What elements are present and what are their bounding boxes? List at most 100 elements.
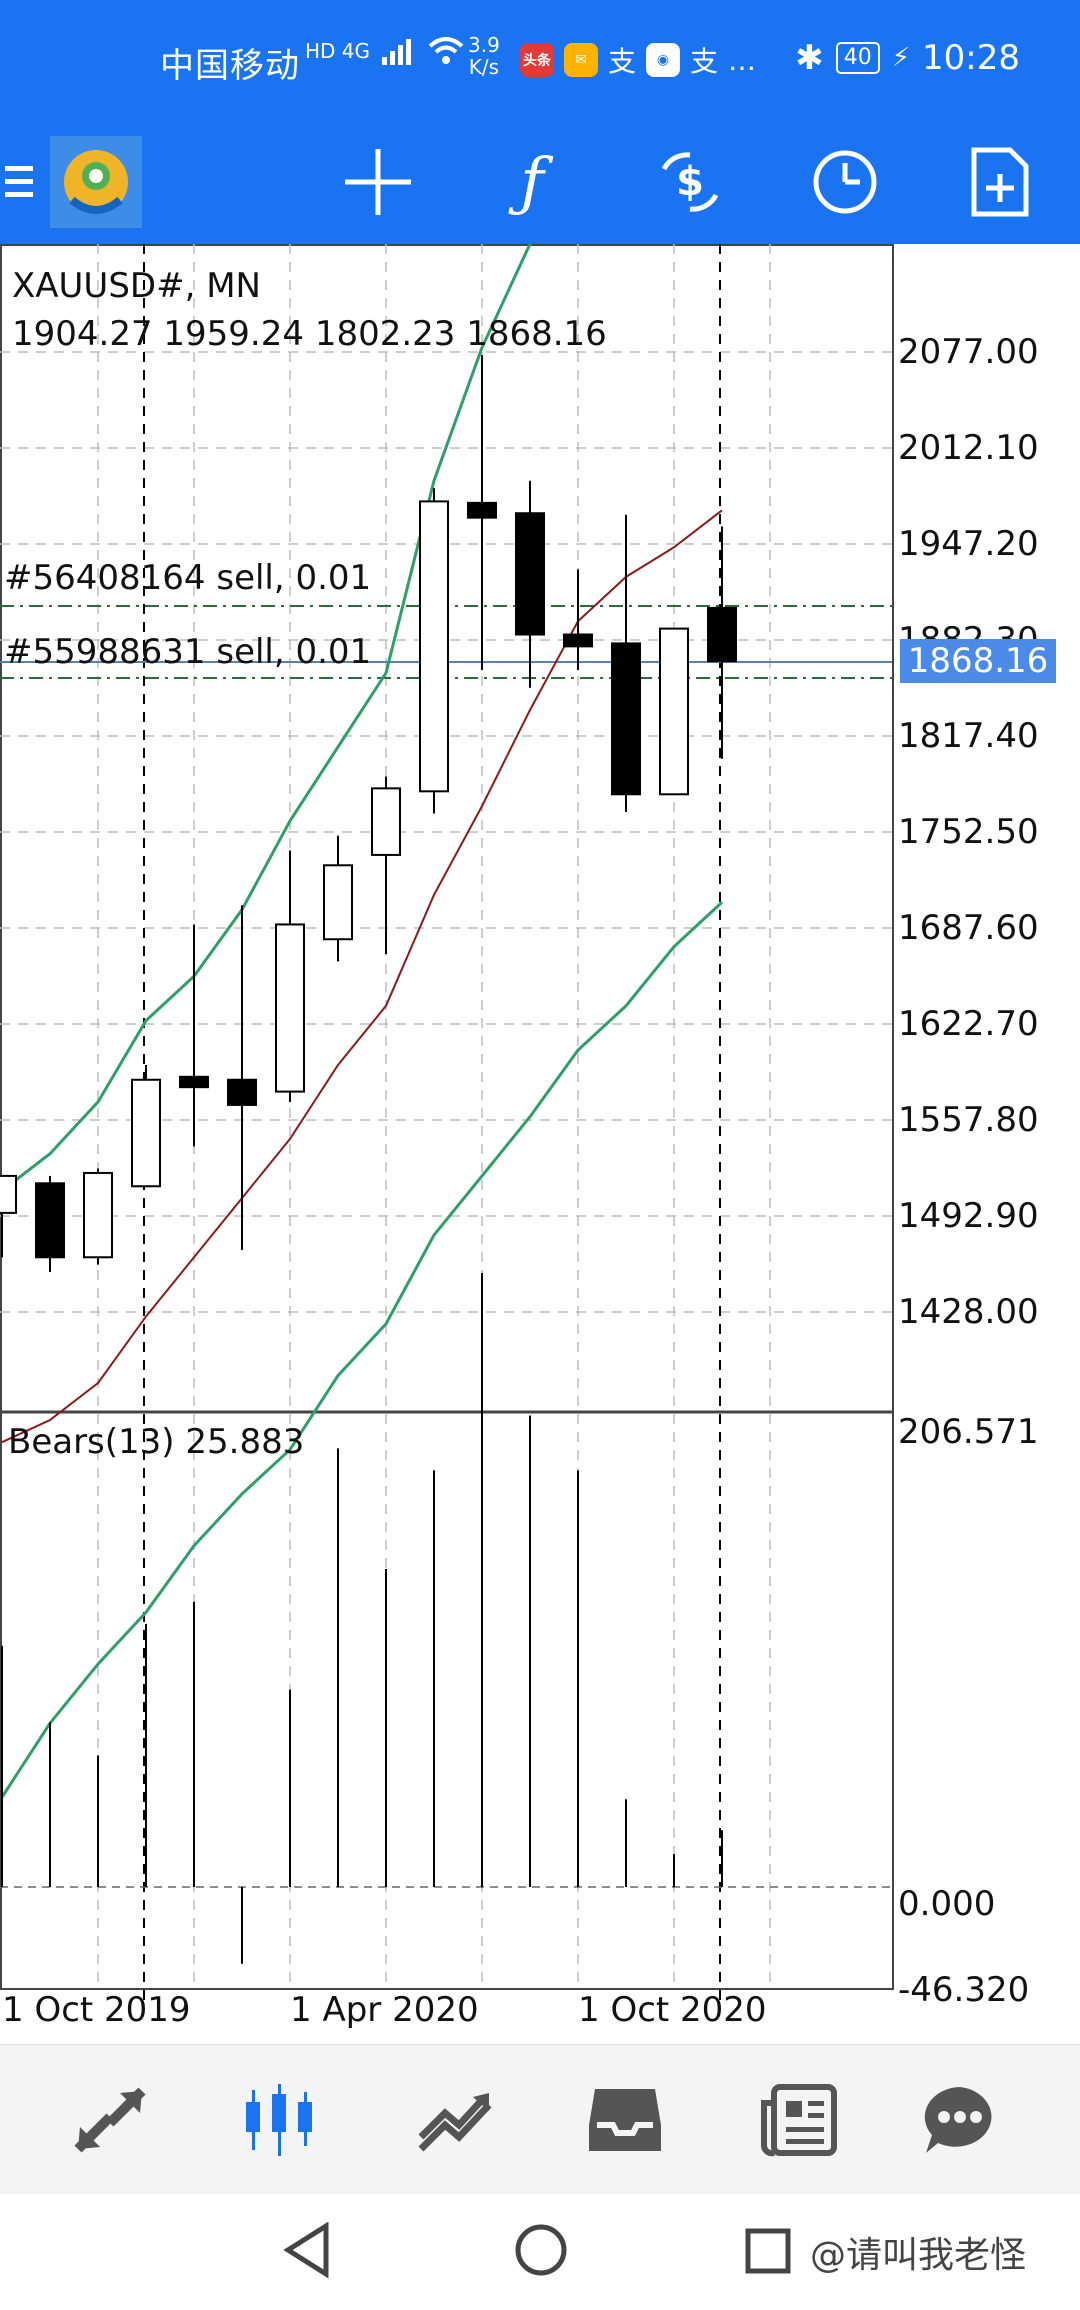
chat-icon — [924, 2087, 992, 2153]
price-axis-label: 1622.70 — [898, 1004, 1039, 1044]
speed-value: 3.9 — [468, 33, 500, 57]
candle-bull — [131, 1078, 161, 1188]
chart-frame — [0, 244, 894, 1990]
signal-icon — [382, 39, 412, 65]
bb-middle-line — [1, 509, 723, 1444]
currency-exchange-icon: $ — [661, 152, 719, 212]
candle-bear — [35, 1182, 65, 1259]
chart-symbol: XAUUSD#, MN — [12, 266, 261, 306]
candle-bull — [419, 500, 449, 793]
app-store-icon: ◉ — [646, 43, 681, 77]
price-axis-label: 1557.80 — [898, 1100, 1039, 1140]
current-price-tag: 1868.16 — [900, 639, 1056, 683]
news-icon — [761, 2084, 837, 2157]
recents-icon — [745, 2228, 791, 2274]
watermark-text: @请叫我老怪 — [810, 2235, 1027, 2276]
mt4-logo-icon — [50, 136, 142, 228]
back-icon — [283, 2221, 329, 2279]
candle-bear — [179, 1075, 209, 1089]
candle-bear — [563, 633, 593, 648]
carrier-name: 中国移动 — [160, 46, 300, 86]
bottom-navigation — [0, 2044, 1080, 2195]
order-line-label[interactable]: #56408164 sell, 0.01 — [4, 558, 372, 598]
price-axis-label: 2077.00 — [898, 332, 1039, 372]
mt4-logo-button[interactable] — [48, 120, 144, 244]
time-axis-label: 1 Oct 2019 — [2, 1990, 191, 2030]
time-axis-label: 1 Apr 2020 — [290, 1990, 479, 2030]
candle-bear — [515, 512, 545, 636]
svg-text:$: $ — [676, 159, 704, 205]
notification-icons: 头条 ✉ 支 ◉ 支 … — [520, 40, 756, 80]
crosshair-button[interactable] — [328, 120, 428, 244]
indicator-label: Bears(13) 25.883 — [8, 1422, 305, 1462]
nav-chat[interactable] — [900, 2045, 1020, 2195]
candle-bull — [275, 923, 305, 1093]
order-line-label[interactable]: #55988631 sell, 0.01 — [4, 632, 372, 672]
home-button[interactable] — [513, 2222, 569, 2282]
price-axis-label: 1752.50 — [898, 812, 1039, 852]
mailbox-icon — [589, 2089, 661, 2151]
more-notifications-icon: … — [728, 43, 757, 77]
candle-bear — [611, 642, 641, 796]
candle-bull — [83, 1171, 113, 1259]
nav-trade[interactable] — [50, 2045, 170, 2195]
candle-bull — [323, 864, 353, 941]
mail-app-icon: ✉ — [564, 43, 598, 77]
alipay-icon-2: 支 — [690, 45, 719, 78]
chart-toolbar: ƒ $ — [0, 120, 1080, 244]
price-axis-label: 1817.40 — [898, 716, 1039, 756]
time-axis-label: 1 Oct 2020 — [578, 1990, 767, 2030]
wifi-icon — [428, 37, 464, 64]
clock-time: 10:28 — [922, 38, 1020, 78]
toutiao-app-icon: 头条 — [520, 43, 554, 77]
menu-button[interactable] — [0, 120, 40, 244]
symbols-button[interactable]: $ — [640, 120, 740, 244]
price-axis-label: 1687.60 — [898, 908, 1039, 948]
status-right: ✱ 40 ⚡ 10:28 — [795, 38, 1020, 78]
indicator-axis-label: 0.000 — [898, 1884, 996, 1924]
speed-unit: K/s — [468, 55, 500, 79]
hamburger-menu-icon — [5, 166, 33, 197]
ohlc-values: 1904.27 1959.24 1802.23 1868.16 — [12, 314, 607, 354]
candle-bear — [227, 1078, 257, 1106]
function-icon: ƒ — [520, 145, 544, 219]
nav-chart[interactable] — [220, 2045, 340, 2195]
indicators-button[interactable]: ƒ — [482, 120, 582, 244]
history-icon — [418, 2093, 492, 2152]
bluetooth-icon: ✱ — [795, 38, 824, 78]
candle-bull — [659, 627, 689, 796]
candle-bear — [467, 501, 497, 519]
home-icon — [515, 2224, 567, 2276]
indicator-axis-label: 206.571 — [898, 1412, 1039, 1452]
chart-canvas[interactable] — [0, 244, 1080, 2044]
quotes-chart-icon — [246, 2084, 312, 2156]
candle-bull — [371, 787, 401, 856]
recents-button[interactable] — [745, 2228, 791, 2278]
price-axis-label: 2012.10 — [898, 428, 1039, 468]
bb-lower-line — [0, 901, 724, 1798]
system-navigation — [0, 2194, 1080, 2310]
indicator-axis-label: -46.320 — [898, 1970, 1030, 2010]
battery-indicator: 40 — [835, 42, 880, 74]
network-indicators: HD 4G — [305, 36, 466, 66]
new-order-button[interactable] — [950, 120, 1050, 244]
bb-upper-line — [1, 244, 532, 1192]
nav-news[interactable] — [740, 2045, 860, 2195]
clock-icon — [813, 150, 877, 214]
candle-bear — [707, 606, 737, 663]
candle-bull — [0, 1174, 17, 1214]
new-order-icon — [971, 147, 1029, 217]
nav-history[interactable] — [395, 2045, 515, 2195]
trade-icon — [74, 2087, 146, 2153]
network-type: HD 4G — [305, 39, 371, 63]
timeframe-button[interactable] — [795, 120, 895, 244]
status-bar: 中国移动 HD 4G 3.9 K/s 头条 ✉ 支 ◉ 支 … ✱ 40 ⚡ 1… — [0, 0, 1080, 120]
price-chart[interactable]: XAUUSD#, MN 1904.27 1959.24 1802.23 1868… — [0, 244, 1080, 2044]
charging-icon: ⚡ — [891, 43, 911, 73]
network-speed: 3.9 K/s — [468, 34, 500, 78]
price-axis-label: 1492.90 — [898, 1196, 1039, 1236]
crosshair-icon — [345, 149, 411, 215]
alipay-icon: 支 — [608, 45, 637, 78]
back-button[interactable] — [282, 2221, 332, 2282]
nav-mailbox[interactable] — [565, 2045, 685, 2195]
